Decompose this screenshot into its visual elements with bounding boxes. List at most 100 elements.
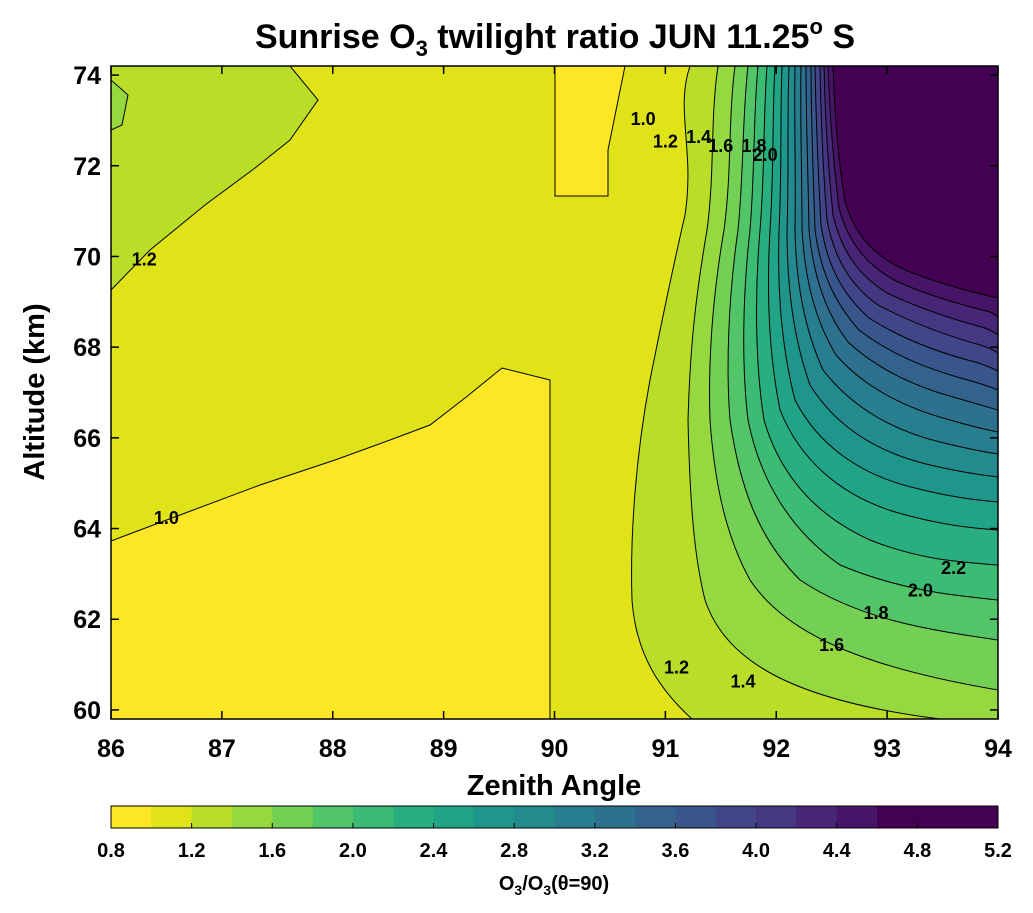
colorbar-segment xyxy=(715,806,757,828)
x-tick-label: 94 xyxy=(984,735,1012,763)
colorbar-segment xyxy=(635,806,676,828)
x-tick-label: 91 xyxy=(651,735,679,763)
colorbar-label: O3/O3(θ=90) xyxy=(499,873,609,898)
contour-label: 1.2 xyxy=(132,250,157,270)
colorbar-segment xyxy=(836,806,878,828)
contour-line-1.4 xyxy=(687,66,941,719)
contour-line-1.4-corner xyxy=(111,79,129,131)
y-tick-label: 62 xyxy=(73,606,101,634)
bands-right xyxy=(631,66,998,719)
contour-line-3.0 xyxy=(794,66,998,455)
contour-label: 2.0 xyxy=(908,581,933,601)
colorbar-segment xyxy=(473,806,515,828)
colorbar-segment xyxy=(433,806,475,828)
contour-labels: 1.01.21.01.2 1.41.6 1.82.01.21.41.61.82.02… xyxy=(132,109,966,691)
colorbar-segment xyxy=(514,806,555,828)
colorbar-tick-label: 0.8 xyxy=(97,840,125,862)
contour-line-1.2-topleft xyxy=(111,66,319,291)
contour-label: 1.6 xyxy=(819,635,844,655)
colorbar-tick-label: 1.6 xyxy=(258,840,286,862)
y-axis-label: Altitude (km) xyxy=(19,303,51,480)
colorbar-segment xyxy=(594,806,636,828)
colorbar-segment xyxy=(312,806,354,828)
y-tick-label: 64 xyxy=(73,516,101,544)
x-tick-label: 92 xyxy=(762,735,790,763)
band-4.6 xyxy=(833,66,998,298)
contour-line-3.6 xyxy=(810,66,998,391)
contour-line-2.8 xyxy=(786,66,998,478)
colorbar-tick-label: 4.8 xyxy=(903,840,931,862)
contour-line-3.2 xyxy=(800,66,998,433)
colorbar-segment xyxy=(272,806,314,828)
contour-label: 1.4 xyxy=(730,671,755,691)
contour-line-4.4 xyxy=(827,66,998,318)
colorbar-segment xyxy=(151,806,193,828)
chart-title: Sunrise O3 twilight ratio JUN 11.25o S xyxy=(255,14,855,61)
colorbar-tick-label: 2.0 xyxy=(339,840,367,862)
colorbar-segment xyxy=(957,806,999,828)
contour-line-4.2 xyxy=(823,66,998,336)
contour-label: 2.2 xyxy=(941,558,966,578)
contour-label: 1.4 xyxy=(686,127,711,147)
colorbar-segment xyxy=(877,806,918,828)
contour-line-1.0-left xyxy=(111,367,551,719)
colorbar-tick-label: 4.4 xyxy=(823,840,852,862)
colorbar xyxy=(111,806,999,828)
colorbar-tick-label: 4.0 xyxy=(742,840,770,862)
y-axis-ticks: 60 62 64 66 68 70 72 74 xyxy=(73,62,998,725)
contour-line-1.8 xyxy=(727,66,998,641)
colorbar-segment xyxy=(111,806,152,828)
x-tick-label: 86 xyxy=(97,735,125,763)
colorbar-segment xyxy=(554,806,596,828)
colorbar-segment xyxy=(756,806,797,828)
colorbar-ticks: 0.8 1.2 1.6 2.0 2.4 2.8 3.2 3.6 4.0 4.4 4.8 5.2 xyxy=(97,823,1012,862)
contour-line-2.6 xyxy=(778,66,998,503)
contour-line-1.6 xyxy=(709,66,998,691)
y-tick-label: 60 xyxy=(73,697,101,725)
colorbar-segment xyxy=(231,806,273,828)
contour-line-4.6 xyxy=(832,66,998,299)
contour-label: 1.2 xyxy=(653,132,678,152)
colorbar-tick-label: 5.2 xyxy=(984,840,1012,862)
band-0.8-left xyxy=(111,368,550,719)
colorbar-segment xyxy=(917,806,959,828)
x-tick-label: 89 xyxy=(430,735,458,763)
contour-line-3.8 xyxy=(814,66,998,372)
plot-area: 1.01.21.01.2 1.41.6 1.82.01.21.41.61.82.02… xyxy=(111,66,998,719)
colorbar-tick-label: 3.2 xyxy=(581,840,609,862)
colorbar-segment xyxy=(675,806,717,828)
colorbar-segment xyxy=(796,806,838,828)
colorbar-tick-label: 2.8 xyxy=(500,840,528,862)
contour-label: 1.8 xyxy=(742,136,767,156)
contour-lines xyxy=(111,66,998,719)
colorbar-tick-label: 2.4 xyxy=(420,840,449,862)
contour-label: 1.0 xyxy=(631,109,656,129)
contour-label: 1.6 xyxy=(708,136,733,156)
y-tick-label: 72 xyxy=(73,153,101,181)
contour-label: 2.0 xyxy=(753,145,778,165)
colorbar-segment xyxy=(352,806,394,828)
contour-line-3.4 xyxy=(805,66,998,411)
colorbar-frame xyxy=(110,805,999,829)
colorbar-tick-label: 1.2 xyxy=(178,840,206,862)
x-axis-label: Zenith Angle xyxy=(467,770,642,802)
contour-line-1.0-top xyxy=(554,66,626,197)
x-tick-label: 93 xyxy=(873,735,901,763)
x-tick-label: 90 xyxy=(541,735,569,763)
x-tick-label: 87 xyxy=(208,735,236,763)
band-1.4-corner xyxy=(111,80,128,130)
contour-label: 1.8 xyxy=(864,603,889,623)
x-axis-ticks: 86 87 88 89 90 91 92 93 94 xyxy=(97,66,1012,763)
y-tick-label: 70 xyxy=(73,243,101,271)
y-tick-label: 74 xyxy=(73,62,101,90)
y-tick-label: 68 xyxy=(73,334,101,362)
colorbar-tick-label: 3.6 xyxy=(662,840,690,862)
contour-line-2.4 xyxy=(767,66,998,531)
contour-label: 1.0 xyxy=(154,508,179,528)
contour-line-2.0 xyxy=(743,66,998,601)
contour-line-2.2 xyxy=(756,66,998,566)
colorbar-segment xyxy=(191,806,233,828)
y-tick-label: 66 xyxy=(73,425,101,453)
band-1.2-topleft xyxy=(111,66,318,290)
